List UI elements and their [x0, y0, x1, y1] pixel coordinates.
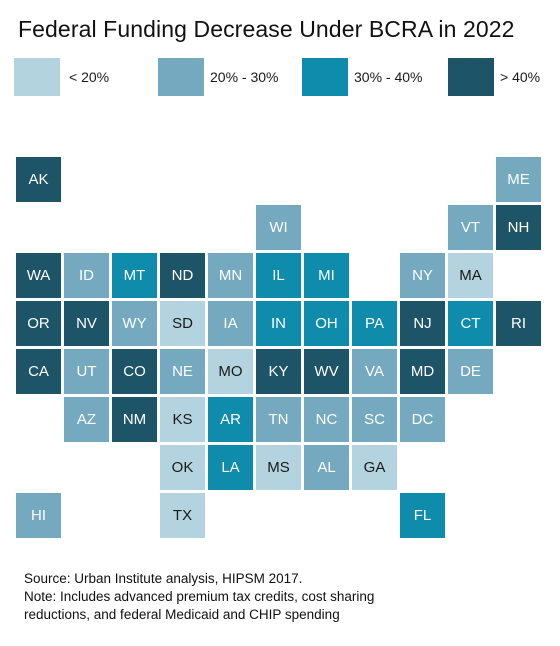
- state-tile-ne[interactable]: NE: [160, 349, 205, 394]
- source-note: Source: Urban Institute analysis, HIPSM …: [24, 571, 303, 586]
- state-tile-mo[interactable]: MO: [208, 349, 253, 394]
- state-tile-ar[interactable]: AR: [208, 397, 253, 442]
- legend-swatch-lt20: [14, 58, 60, 96]
- state-tile-wa[interactable]: WA: [16, 253, 61, 298]
- legend: < 20% 20% - 30% 30% - 40% > 40%: [0, 58, 560, 98]
- map-title: Federal Funding Decrease Under BCRA in 2…: [18, 16, 515, 42]
- state-tile-ri[interactable]: RI: [496, 301, 541, 346]
- state-tile-or[interactable]: OR: [16, 301, 61, 346]
- state-tile-fl[interactable]: FL: [400, 493, 445, 538]
- state-tile-ny[interactable]: NY: [400, 253, 445, 298]
- legend-swatch-gt40: [448, 58, 494, 96]
- state-tile-nc[interactable]: NC: [304, 397, 349, 442]
- state-tile-ca[interactable]: CA: [16, 349, 61, 394]
- state-tile-pa[interactable]: PA: [352, 301, 397, 346]
- legend-swatch-30to40: [302, 58, 348, 96]
- state-tile-sd[interactable]: SD: [160, 301, 205, 346]
- state-tile-ks[interactable]: KS: [160, 397, 205, 442]
- state-tile-ut[interactable]: UT: [64, 349, 109, 394]
- state-tile-ma[interactable]: MA: [448, 253, 493, 298]
- state-tile-nm[interactable]: NM: [112, 397, 157, 442]
- state-tile-nv[interactable]: NV: [64, 301, 109, 346]
- legend-swatch-20to30: [158, 58, 204, 96]
- note-line-1: Note: Includes advanced premium tax cred…: [24, 589, 375, 604]
- state-tile-ia[interactable]: IA: [208, 301, 253, 346]
- state-tile-vt[interactable]: VT: [448, 205, 493, 250]
- state-tile-va[interactable]: VA: [352, 349, 397, 394]
- state-tile-ct[interactable]: CT: [448, 301, 493, 346]
- state-tile-al[interactable]: AL: [304, 445, 349, 490]
- state-tile-dc[interactable]: DC: [400, 397, 445, 442]
- state-tile-ms[interactable]: MS: [256, 445, 301, 490]
- state-tile-sc[interactable]: SC: [352, 397, 397, 442]
- state-tile-ky[interactable]: KY: [256, 349, 301, 394]
- state-tile-la[interactable]: LA: [208, 445, 253, 490]
- state-tile-wy[interactable]: WY: [112, 301, 157, 346]
- state-tile-ga[interactable]: GA: [352, 445, 397, 490]
- state-tile-wv[interactable]: WV: [304, 349, 349, 394]
- state-tile-de[interactable]: DE: [448, 349, 493, 394]
- state-tile-hi[interactable]: HI: [16, 493, 61, 538]
- legend-label-lt20: < 20%: [69, 69, 110, 85]
- state-tile-me[interactable]: ME: [496, 157, 541, 202]
- legend-label-20to30: 20% - 30%: [210, 69, 279, 85]
- state-tile-md[interactable]: MD: [400, 349, 445, 394]
- state-tile-mi[interactable]: MI: [304, 253, 349, 298]
- state-tile-nh[interactable]: NH: [496, 205, 541, 250]
- state-tile-ok[interactable]: OK: [160, 445, 205, 490]
- state-tile-mn[interactable]: MN: [208, 253, 253, 298]
- state-tile-ak[interactable]: AK: [16, 157, 61, 202]
- state-tile-nd[interactable]: ND: [160, 253, 205, 298]
- legend-label-gt40: > 40%: [500, 69, 541, 85]
- state-tile-wi[interactable]: WI: [256, 205, 301, 250]
- tile-map: AK ME WI VT NH WA ID MT ND MN IL MI NY MA OR NV WY SD IA IN…: [16, 157, 541, 538]
- state-tile-oh[interactable]: OH: [304, 301, 349, 346]
- state-tile-co[interactable]: CO: [112, 349, 157, 394]
- state-tile-az[interactable]: AZ: [64, 397, 109, 442]
- note-line-2: reductions, and federal Medicaid and CHI…: [24, 607, 340, 622]
- state-tile-tx[interactable]: TX: [160, 493, 205, 538]
- state-tile-in[interactable]: IN: [256, 301, 301, 346]
- state-tile-nj[interactable]: NJ: [400, 301, 445, 346]
- state-tile-tn[interactable]: TN: [256, 397, 301, 442]
- state-tile-mt[interactable]: MT: [112, 253, 157, 298]
- state-tile-id[interactable]: ID: [64, 253, 109, 298]
- footnotes: Source: Urban Institute analysis, HIPSM …: [24, 570, 374, 624]
- state-tile-il[interactable]: IL: [256, 253, 301, 298]
- legend-label-30to40: 30% - 40%: [354, 69, 423, 85]
